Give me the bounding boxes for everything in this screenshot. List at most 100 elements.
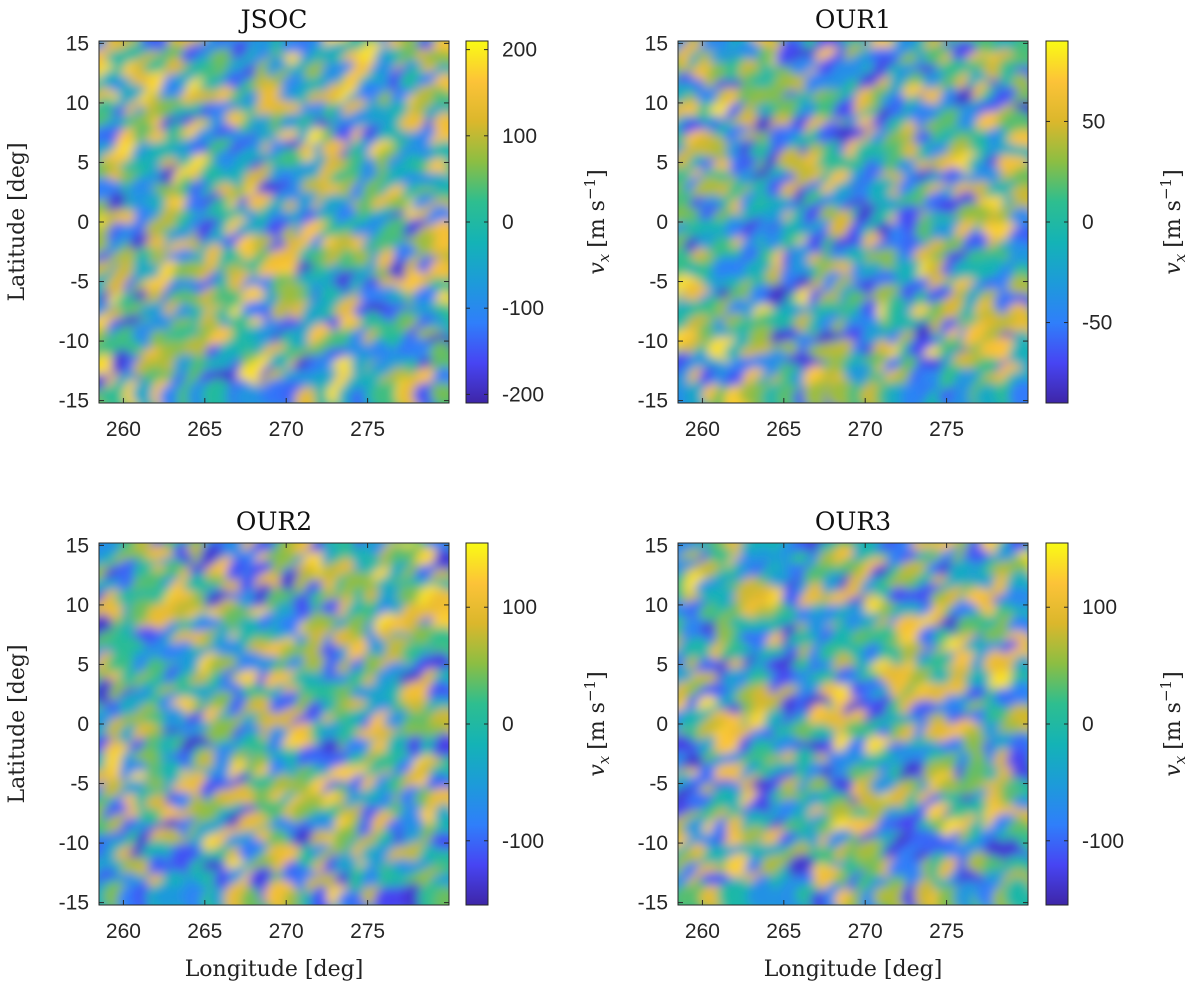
heatmap-cell [310,885,333,905]
x-tick-label: 270 [269,418,304,441]
y-tick-label: 5 [77,653,89,676]
colorbar-label-close: ] [585,671,610,680]
y-tick-label: 0 [656,713,668,736]
colorbar-label-var: v [1161,262,1186,275]
colorbar-label: vx [m s−1] [1157,671,1189,776]
y-tick-label: -15 [638,390,668,413]
y-tick-label: -5 [649,773,668,796]
y-tick-label: -10 [59,330,89,353]
x-tick-label: 275 [929,920,964,943]
colorbar-label: vx [m s−1] [581,671,613,776]
colorbar-tick-label: -100 [502,297,544,320]
x-tick-label: 270 [848,418,883,441]
y-tick-label: 5 [77,151,89,174]
heatmap-field [99,41,449,403]
heatmap-field [99,543,449,905]
heatmap-field [678,41,1028,403]
y-tick-label: 15 [66,534,89,557]
y-tick-label: -10 [638,832,668,855]
colorbar-tick-label: 100 [502,596,537,619]
heatmap-cell [900,381,923,403]
y-tick-label: -5 [70,773,89,796]
y-tick-label: 5 [656,151,668,174]
x-tick-label: 260 [106,920,141,943]
colorbar-label-close: ] [1161,671,1186,680]
heatmap-cell [1009,379,1028,403]
panel-title: OUR1 [814,5,892,34]
y-tick-label: 5 [656,653,668,676]
colorbar-label: vx [m s−1] [581,169,613,274]
colorbar-tick-label: -200 [502,383,544,406]
y-tick-label: -15 [59,892,89,915]
heatmap-cell [1004,877,1028,905]
colorbar-tick-label: -100 [502,830,544,853]
panel-title: OUR2 [235,507,313,536]
heatmap-cell [684,381,708,403]
x-tick-label: 265 [187,418,222,441]
colorbar-label-unit: [m s [1161,702,1186,750]
x-tick-label: 270 [848,920,883,943]
x-tick-label: 275 [350,920,385,943]
colorbar-tick-label: -50 [1082,312,1112,335]
y-tick-label: -10 [638,330,668,353]
y-tick-label: -15 [59,390,89,413]
colorbar-label-close: ] [1161,169,1186,178]
x-tick-label: 275 [350,418,385,441]
y-tick-label: -15 [638,892,668,915]
colorbar-label-exp: −1 [581,680,599,702]
colorbar-tick-label: 200 [502,39,537,62]
colorbar-label-exp: −1 [1157,680,1175,702]
y-tick-label: 0 [656,211,668,234]
y-tick-label: 10 [645,594,668,617]
x-tick-label: 260 [106,418,141,441]
colorbar-label-unit: [m s [585,702,610,750]
x-tick-label: 260 [685,418,720,441]
colorbar-label-exp: −1 [581,178,599,200]
colorbar-tick-label: -100 [1082,830,1124,853]
panel-jsoc: 260 265 270 275 15 10 5 0 -5 -10 -15 200 100 0 -100 -20… [5,32,613,441]
panel-our3: 260 265 270 275 15 10 5 0 -5 -10 -15 100 0 -100 Longit… [638,534,1189,982]
colorbar-label-sub: x [595,253,613,262]
y-tick-label: 15 [645,32,668,55]
x-axis-label: Longitude [deg] [764,957,943,982]
colorbar-label: vx [m s−1] [1157,169,1189,274]
y-tick-label: 10 [66,92,89,115]
colorbar-label-sub: x [595,755,613,764]
heatmap-cell [294,387,320,403]
heatmap-cell [240,886,263,905]
x-tick-label: 265 [187,920,222,943]
colorbar-label-unit: [m s [1161,200,1186,248]
x-tick-label: 270 [269,920,304,943]
colorbar-tick-label: 0 [1082,713,1094,736]
colorbar-label-var: v [585,262,610,275]
colorbar-tick-label: 50 [1082,110,1105,133]
colorbar-label-var: v [1161,764,1186,777]
y-axis-label: Latitude [deg] [5,644,30,803]
y-tick-label: 15 [645,534,668,557]
colorbar-tick-label: 100 [502,125,537,148]
colorbar-tick-label: 0 [502,211,514,234]
y-tick-label: 15 [66,32,89,55]
y-tick-label: 10 [66,594,89,617]
x-axis-label: Longitude [deg] [185,957,364,982]
colorbar-label-unit: [m s [585,200,610,248]
colorbar-label-exp: −1 [1157,178,1175,200]
x-tick-label: 265 [766,920,801,943]
colorbar-tick-label: 0 [1082,211,1094,234]
y-tick-label: 0 [77,211,89,234]
panel-our2: 260 265 270 275 15 10 5 0 -5 -10 -15 100 0 -100 Latitu… [5,534,613,982]
y-tick-label: -5 [70,271,89,294]
colorbar-label-var: v [585,764,610,777]
panel-title: OUR3 [814,507,892,536]
heatmap-cell [429,381,449,403]
heatmap-field [678,543,1028,905]
heatmap-cell [430,140,449,162]
y-tick-label: 10 [645,92,668,115]
colorbar-tick-label: 0 [502,713,514,736]
heatmap-cell [152,885,187,905]
panel-title: JSOC [240,5,308,34]
x-tick-label: 260 [685,920,720,943]
y-axis-label: Latitude [deg] [5,142,30,301]
